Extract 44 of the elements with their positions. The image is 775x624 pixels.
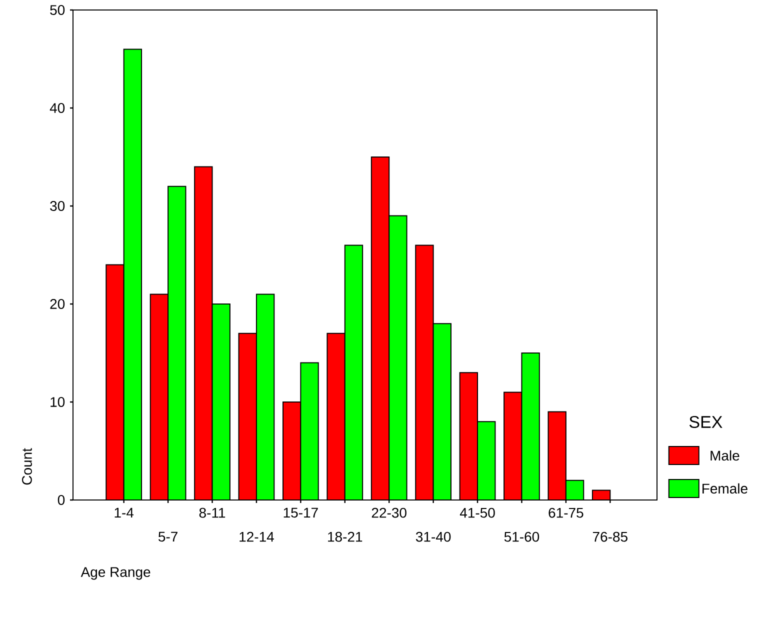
bar [327,333,345,500]
bar [150,294,168,500]
bar [282,402,301,500]
bar [256,294,274,500]
bar [548,412,566,500]
bar [371,156,390,500]
bar [344,245,363,500]
bar [168,186,186,500]
legend-label: Female [702,483,748,494]
bar [238,333,256,500]
y-tick-label: 30 [50,201,65,211]
x-tick-label: 76-85 [592,532,628,542]
x-tick-label: 1-4 [114,508,134,518]
y-tick-label: 40 [50,103,65,113]
bar [433,324,451,500]
bar [416,245,434,500]
x-tick-label: 12-14 [240,532,274,542]
y-axis-title: Count [22,448,32,485]
x-tick-label: 22-30 [372,508,406,518]
x-tick-label: 51-60 [504,532,540,542]
x-tick-label: 61-75 [548,508,584,518]
y-tick-label: 0 [58,495,65,505]
bar [522,352,540,500]
y-tick-label: 20 [50,299,65,309]
x-tick-label: 5-7 [158,532,178,542]
x-tick-label: 8-11 [199,508,226,518]
x-tick-label: 15-17 [284,508,318,518]
y-tick-label: 50 [50,5,65,15]
bar [124,49,142,500]
bar [106,264,124,500]
bar [504,392,522,500]
bar [478,422,496,500]
legend-label: Male [710,450,740,461]
bar [300,362,318,500]
x-axis-title: Age Range [80,567,150,580]
x-tick-label: 18-21 [328,532,362,542]
bar [212,304,230,500]
y-tick-label: 10 [50,397,65,407]
x-tick-label: 41-50 [460,508,495,518]
bar [389,216,407,500]
legend-title: SEX [689,416,722,428]
bar [460,372,478,500]
bar [194,166,212,500]
x-tick-label: 31-40 [416,532,451,542]
